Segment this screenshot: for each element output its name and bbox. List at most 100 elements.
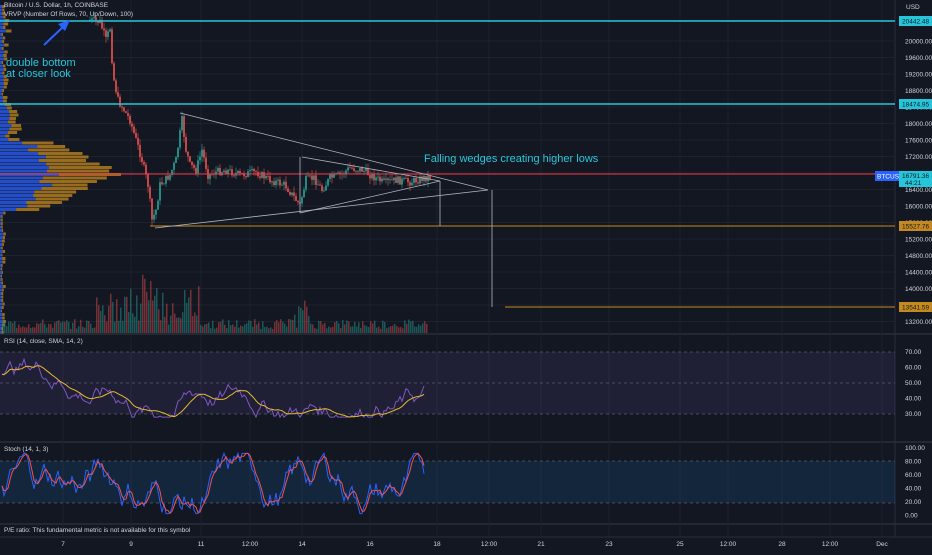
candle-body[interactable] bbox=[279, 179, 281, 186]
stoch-tick-label[interactable]: 40.00 bbox=[905, 486, 922, 493]
time-tick-label[interactable]: 16 bbox=[366, 541, 374, 548]
candle-body[interactable] bbox=[147, 174, 149, 187]
price-tick-label[interactable]: 18800.00 bbox=[905, 88, 932, 95]
candle-body[interactable] bbox=[375, 177, 377, 181]
candle-body[interactable] bbox=[323, 190, 325, 192]
candle-body[interactable] bbox=[307, 175, 309, 177]
wedge-drawing-small[interactable] bbox=[299, 156, 441, 226]
candle-body[interactable] bbox=[377, 176, 379, 178]
candle-body[interactable] bbox=[111, 29, 113, 64]
candle-body[interactable] bbox=[421, 176, 423, 181]
time-tick-label[interactable]: 12:00 bbox=[720, 541, 737, 548]
candle-body[interactable] bbox=[393, 177, 395, 181]
candle-body[interactable] bbox=[249, 170, 251, 172]
price-tick-label[interactable]: 19200.00 bbox=[905, 72, 932, 79]
price-tick-label[interactable]: 20000.00 bbox=[905, 39, 932, 46]
candle-body[interactable] bbox=[333, 173, 335, 178]
candle-body[interactable] bbox=[217, 168, 219, 172]
candle-body[interactable] bbox=[395, 177, 397, 183]
candle-body[interactable] bbox=[311, 175, 313, 180]
vrvp-legend[interactable]: VRVP (Number Of Rows, 70, Up/Down, 100) bbox=[4, 11, 134, 18]
candle-body[interactable] bbox=[411, 182, 413, 186]
candle-body[interactable] bbox=[125, 111, 127, 113]
candle-body[interactable] bbox=[401, 178, 403, 185]
candle-body[interactable] bbox=[327, 178, 329, 186]
time-tick-label[interactable]: 21 bbox=[537, 541, 545, 548]
candle-body[interactable] bbox=[387, 178, 389, 180]
candle-body[interactable] bbox=[203, 149, 205, 158]
price-tick-label[interactable]: 14400.00 bbox=[905, 270, 932, 277]
candle-body[interactable] bbox=[245, 176, 247, 178]
candle-body[interactable] bbox=[103, 28, 105, 31]
candle-body[interactable] bbox=[389, 179, 391, 181]
candle-body[interactable] bbox=[379, 176, 381, 182]
candle-body[interactable] bbox=[403, 178, 405, 179]
candle-body[interactable] bbox=[313, 175, 315, 180]
time-tick-label[interactable]: 28 bbox=[778, 541, 786, 548]
candle-body[interactable] bbox=[167, 175, 169, 180]
time-tick-label[interactable]: 7 bbox=[61, 541, 65, 548]
price-tag-top[interactable]: 20442.48 bbox=[899, 16, 932, 26]
candle-body[interactable] bbox=[151, 198, 153, 220]
candle-body[interactable] bbox=[157, 200, 159, 210]
candle-body[interactable] bbox=[277, 179, 279, 181]
candle-body[interactable] bbox=[345, 170, 347, 174]
candle-body[interactable] bbox=[319, 184, 321, 186]
candle-body[interactable] bbox=[291, 192, 293, 195]
time-axis-ticks[interactable]: 7 9 11 12:00 14 16 18 12:00 21 23 25 12:00 28 12:00 De… bbox=[61, 541, 888, 548]
candle-body[interactable] bbox=[129, 115, 131, 124]
candle-body[interactable] bbox=[131, 123, 133, 127]
candle-body[interactable] bbox=[197, 160, 199, 174]
candle-body[interactable] bbox=[239, 170, 241, 174]
candle-body[interactable] bbox=[117, 92, 119, 97]
candle-body[interactable] bbox=[255, 171, 257, 172]
price-tick-label[interactable]: 14000.00 bbox=[905, 286, 932, 293]
candle-body[interactable] bbox=[199, 156, 201, 161]
time-tick-label[interactable]: 12:00 bbox=[481, 541, 498, 548]
time-tick-label[interactable]: 18 bbox=[433, 541, 441, 548]
candle-body[interactable] bbox=[121, 106, 123, 108]
candle-body[interactable] bbox=[305, 176, 307, 190]
candle-body[interactable] bbox=[181, 116, 183, 131]
candle-body[interactable] bbox=[243, 173, 245, 177]
candle-body[interactable] bbox=[355, 170, 357, 172]
stoch-d-line[interactable] bbox=[1, 452, 425, 515]
candle-body[interactable] bbox=[233, 175, 235, 177]
candle-body[interactable] bbox=[287, 188, 289, 193]
time-tick-label[interactable]: 12:00 bbox=[822, 541, 839, 548]
candle-body[interactable] bbox=[113, 63, 115, 81]
candle-body[interactable] bbox=[123, 107, 125, 112]
candle-body[interactable] bbox=[191, 161, 193, 166]
stoch-k-line[interactable] bbox=[1, 451, 425, 515]
candle-body[interactable] bbox=[229, 169, 231, 171]
candle-body[interactable] bbox=[339, 172, 341, 175]
candle-body[interactable] bbox=[267, 175, 269, 177]
time-tick-label[interactable]: 9 bbox=[129, 541, 133, 548]
candle-body[interactable] bbox=[429, 175, 431, 180]
candle-body[interactable] bbox=[109, 29, 111, 32]
stoch-legend[interactable]: Stoch (14, 1, 3) bbox=[4, 446, 49, 453]
stoch-tick-label[interactable]: 20.00 bbox=[905, 499, 922, 506]
price-tick-label[interactable]: 17600.00 bbox=[905, 138, 932, 145]
candle-body[interactable] bbox=[119, 96, 121, 107]
stoch-axis-ticks[interactable]: 100.00 80.00 60.00 40.00 20.00 0.00 bbox=[905, 445, 925, 520]
candle-body[interactable] bbox=[185, 136, 187, 152]
symbol-tag[interactable]: BTCUSD bbox=[875, 171, 904, 181]
candle-body[interactable] bbox=[105, 30, 107, 37]
wedge-drawing-large[interactable] bbox=[154, 112, 489, 229]
candle-body[interactable] bbox=[215, 171, 217, 175]
candle-body[interactable] bbox=[139, 144, 141, 158]
candle-body[interactable] bbox=[145, 164, 147, 175]
price-tag-second[interactable]: 18474.95 bbox=[899, 99, 932, 109]
candle-body[interactable] bbox=[227, 169, 229, 174]
candle-body[interactable] bbox=[415, 177, 417, 183]
candle-body[interactable] bbox=[141, 157, 143, 162]
candle-body[interactable] bbox=[295, 196, 297, 201]
candle-body[interactable] bbox=[413, 177, 415, 183]
candle-body[interactable] bbox=[231, 169, 233, 176]
candle-body[interactable] bbox=[363, 171, 365, 172]
support-price-tag[interactable]: 15527.76 bbox=[899, 221, 932, 231]
candle-body[interactable] bbox=[193, 165, 195, 168]
candle-body[interactable] bbox=[301, 197, 303, 204]
candle-body[interactable] bbox=[263, 172, 265, 179]
